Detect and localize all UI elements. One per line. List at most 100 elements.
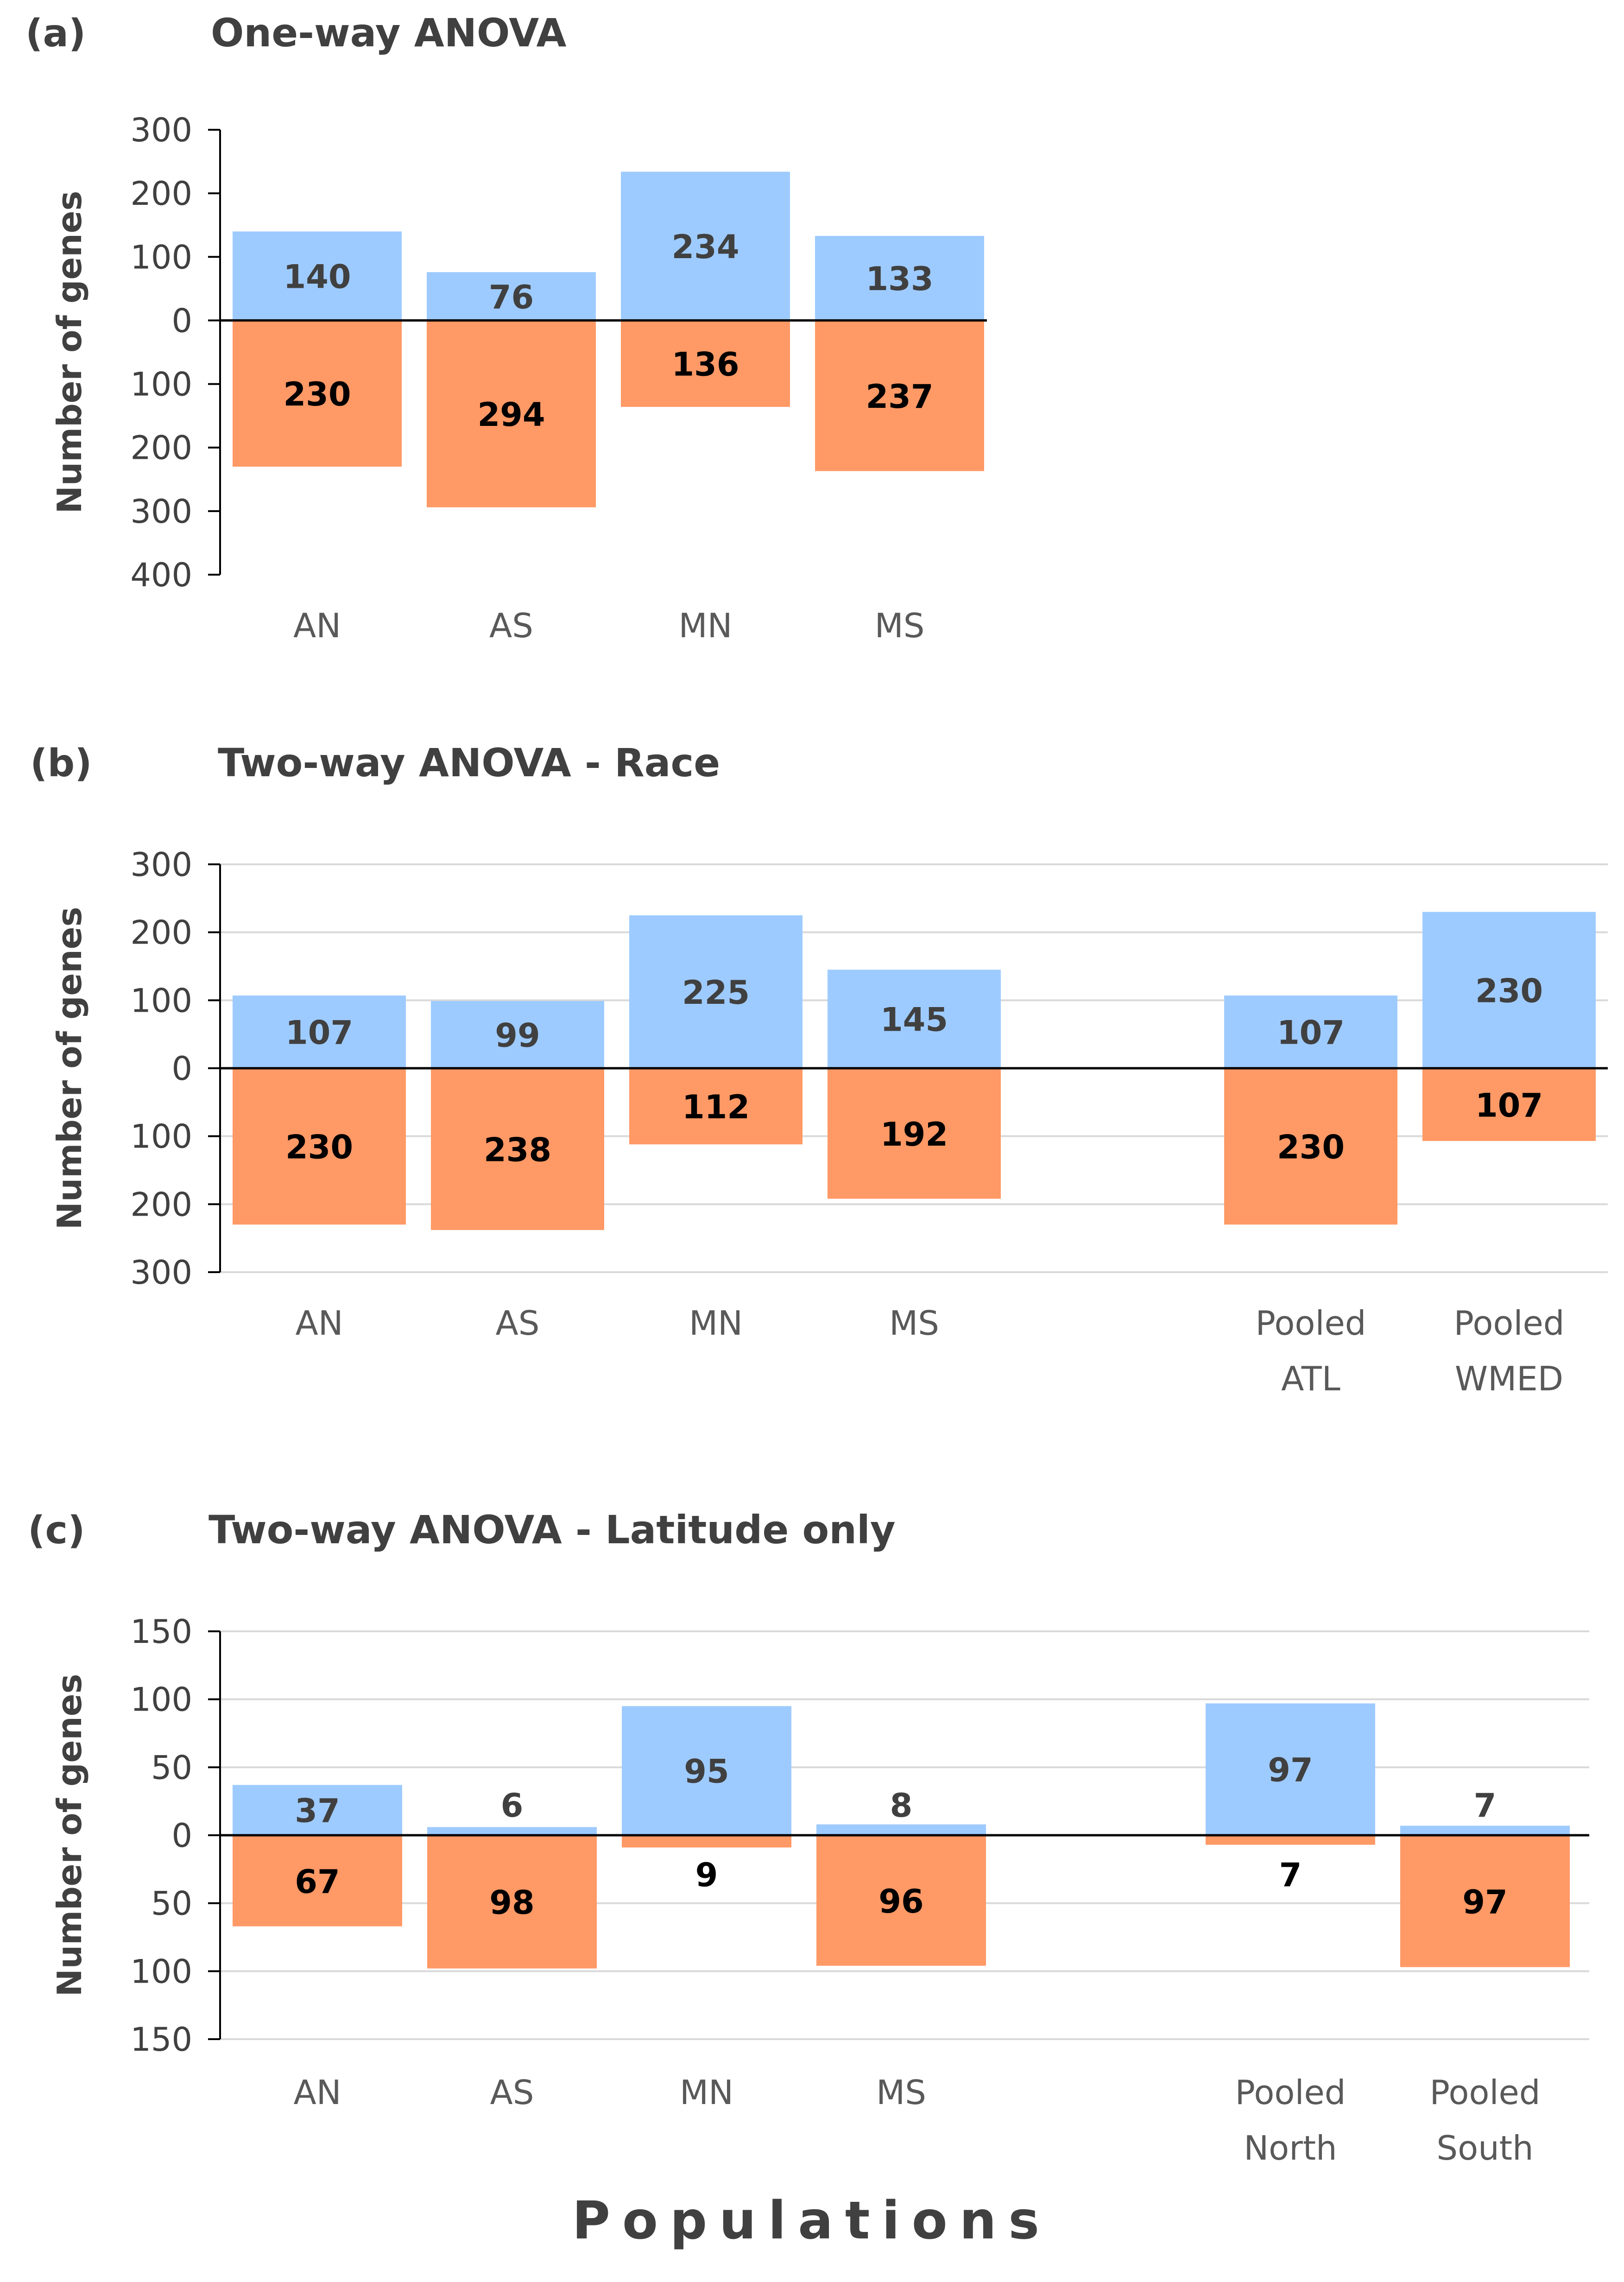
bar-up-b-1 [431, 1001, 604, 1068]
value-label-down-c-2: 9 [695, 1856, 718, 1894]
category-label-c-1: AS [490, 2073, 534, 2112]
category-label-c-0: AN [293, 2073, 341, 2112]
bar-up-b-4 [1224, 995, 1397, 1068]
ytick-label-b-5: 200 [130, 1185, 192, 1223]
ytick-label-b-4: 100 [130, 1118, 192, 1156]
panel-letter-a: (a) [25, 12, 86, 56]
bar-up-b-0 [233, 995, 406, 1068]
bar-up-c-4 [1206, 1703, 1375, 1835]
category-label-c-2: MN [680, 2073, 733, 2112]
value-label-up-c-0: 37 [295, 1792, 340, 1830]
category-label-a-3: MS [875, 606, 925, 645]
bar-up-b-2 [629, 915, 803, 1068]
bar-down-c-5 [1400, 1835, 1570, 1967]
value-label-down-a-2: 136 [671, 346, 739, 384]
category-label-c-3: MS [876, 2073, 926, 2112]
value-label-up-a-1: 76 [489, 278, 534, 316]
bar-up-a-3 [815, 236, 984, 321]
bar-up-a-0 [233, 231, 402, 321]
value-label-up-b-3: 145 [880, 1001, 948, 1039]
category-label-a-0: AN [293, 606, 341, 645]
x-axis-label: Populations [572, 2191, 1051, 2251]
value-label-up-c-2: 95 [684, 1753, 729, 1791]
value-label-up-b-1: 99 [495, 1016, 540, 1054]
value-label-down-b-3: 192 [880, 1116, 948, 1154]
bar-down-c-3 [816, 1835, 986, 1966]
category-label2-c-5: South [1436, 2129, 1533, 2168]
ytick-label-a-2: 100 [130, 238, 192, 276]
ylabel-c: Number of genes [50, 1674, 89, 1997]
value-label-down-c-1: 98 [489, 1884, 534, 1922]
value-label-up-c-4: 97 [1268, 1751, 1313, 1789]
category-label-c-5: Pooled [1430, 2073, 1541, 2112]
bar-down-b-2 [629, 1068, 803, 1145]
value-label-up-b-5: 230 [1475, 972, 1543, 1010]
value-label-down-a-1: 294 [477, 396, 545, 434]
category-label2-c-4: North [1244, 2129, 1337, 2168]
category-label-b-0: AN [295, 1304, 343, 1343]
value-label-down-c-4: 7 [1279, 1856, 1302, 1894]
ytick-label-b-2: 100 [130, 982, 192, 1020]
bar-down-a-3 [815, 320, 984, 471]
ytick-label-c-3: 0 [171, 1817, 192, 1855]
ylabel-b: Number of genes [50, 907, 89, 1230]
panel-letter-c: (c) [28, 1509, 85, 1553]
value-label-up-c-3: 8 [890, 1787, 913, 1825]
bar-up-c-2 [622, 1706, 791, 1835]
ytick-label-b-1: 200 [130, 914, 192, 952]
bar-up-c-1 [427, 1827, 597, 1835]
bar-down-b-5 [1422, 1068, 1596, 1141]
bar-down-c-0 [233, 1835, 402, 1927]
bar-down-a-1 [427, 320, 596, 507]
bar-up-c-0 [233, 1785, 402, 1835]
ytick-label-c-5: 100 [130, 1952, 192, 1990]
bar-down-c-2 [622, 1835, 791, 1848]
value-label-down-b-4: 230 [1277, 1128, 1345, 1166]
value-label-up-c-5: 7 [1474, 1787, 1497, 1825]
category-label-b-4: Pooled [1256, 1304, 1366, 1343]
category-label-b-1: AS [496, 1304, 540, 1343]
value-label-up-a-0: 140 [283, 258, 351, 296]
bar-down-b-0 [233, 1068, 406, 1225]
bar-down-b-1 [431, 1068, 604, 1230]
ytick-label-c-4: 50 [151, 1885, 192, 1923]
value-label-up-b-0: 107 [285, 1014, 353, 1052]
value-label-up-c-1: 6 [501, 1787, 524, 1825]
ytick-label-b-6: 300 [130, 1254, 192, 1292]
ytick-label-a-4: 100 [130, 366, 192, 404]
panel-title-a: One-way ANOVA [211, 10, 567, 56]
ytick-label-a-7: 400 [130, 556, 192, 594]
value-label-down-b-0: 230 [285, 1128, 353, 1166]
value-label-down-c-3: 96 [878, 1883, 923, 1921]
value-label-down-c-5: 97 [1462, 1883, 1507, 1921]
category-label-b-2: MN [689, 1304, 743, 1343]
bar-down-c-4 [1206, 1835, 1375, 1845]
value-label-down-b-5: 107 [1475, 1086, 1543, 1124]
bar-down-c-1 [427, 1835, 597, 1969]
bar-up-c-5 [1400, 1826, 1570, 1835]
value-label-down-a-3: 237 [866, 378, 933, 416]
value-label-up-a-3: 133 [866, 260, 933, 298]
ytick-label-b-0: 300 [130, 846, 192, 884]
category-label-b-3: MS [889, 1304, 939, 1343]
bar-up-b-5 [1422, 912, 1596, 1068]
panel-letter-b: (b) [30, 742, 92, 786]
value-label-down-b-2: 112 [682, 1088, 750, 1126]
bar-up-a-2 [621, 171, 790, 321]
ytick-label-a-6: 300 [130, 493, 192, 531]
bar-up-b-3 [828, 970, 1001, 1068]
value-label-down-b-1: 238 [484, 1131, 551, 1169]
category-label-b-5: Pooled [1454, 1304, 1565, 1343]
panel-title-b: Two-way ANOVA - Race [218, 740, 720, 786]
category-label2-b-5: WMED [1455, 1359, 1563, 1398]
category-label-a-2: MN [679, 606, 733, 645]
value-label-down-c-0: 67 [295, 1863, 340, 1901]
bar-up-c-3 [816, 1824, 986, 1835]
panel-title-c: Two-way ANOVA - Latitude only [209, 1507, 896, 1553]
bar-down-a-2 [621, 320, 790, 407]
value-label-up-b-4: 107 [1277, 1014, 1345, 1052]
bar-down-b-3 [828, 1068, 1001, 1199]
value-label-down-a-0: 230 [283, 375, 351, 413]
ytick-label-c-0: 150 [130, 1613, 192, 1651]
